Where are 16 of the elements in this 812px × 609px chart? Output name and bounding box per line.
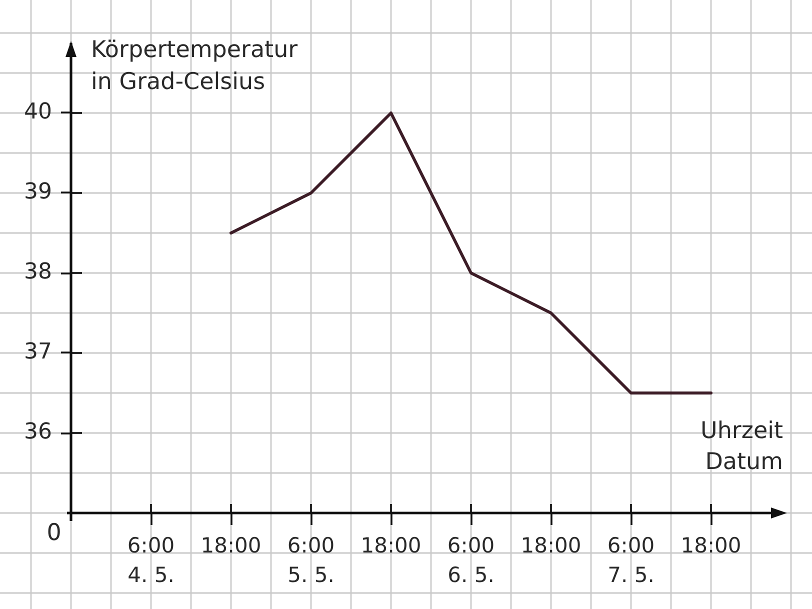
y-axis-title: Körpertemperatur in Grad-Celsius [91,36,298,95]
x-tick-label: 6:00 6. 5. [447,533,495,588]
y-tick-label: 36 [24,420,52,445]
y-tick-label: 38 [24,260,52,285]
y-tick-label: 39 [24,180,52,205]
x-tick-label: 18:00 [520,533,582,558]
x-axis-title: Uhrzeit Datum [700,418,783,475]
y-tick-label: 40 [24,100,52,125]
x-tick-label: 18:00 [200,533,262,558]
x-tick-label: 18:00 [360,533,422,558]
x-tick-label: 6:00 4. 5. [127,533,175,588]
y-tick-label: 37 [24,340,52,365]
x-tick-label: 6:00 5. 5. [287,533,335,588]
x-tick-label: 18:00 [680,533,742,558]
text: 0 [46,520,62,546]
x-tick-label: 6:00 7. 5. [607,533,655,588]
